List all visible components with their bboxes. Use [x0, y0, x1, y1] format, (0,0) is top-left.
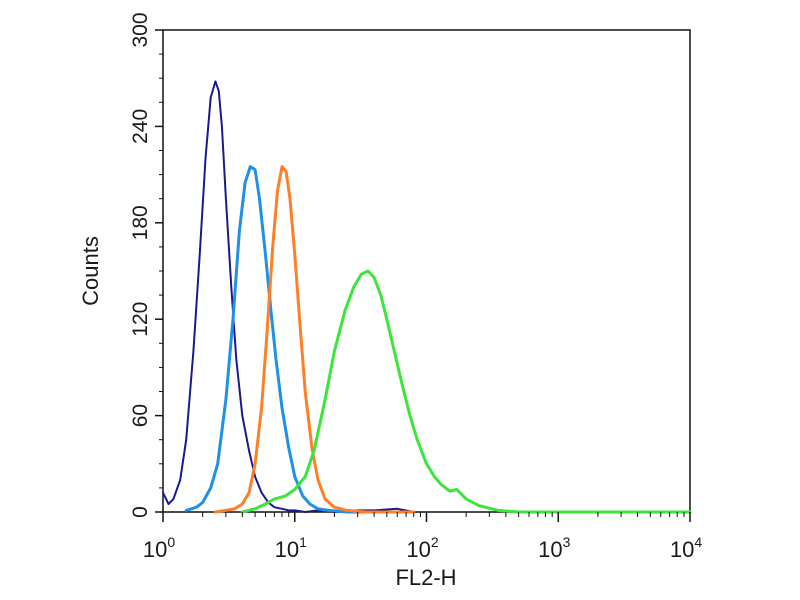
x-tick-label: 102 [406, 534, 438, 562]
histogram-series-1 [162, 80, 415, 513]
x-tick-label: 104 [670, 534, 702, 562]
x-tick-label: 101 [275, 534, 307, 562]
histogram-series-3 [213, 165, 416, 514]
x-tick-label: 100 [143, 534, 175, 562]
x-axis: 100 101 102 103 104 [143, 512, 702, 562]
y-tick-label: 300 [129, 12, 152, 47]
y-tick-label: 240 [129, 109, 152, 144]
series-layer [162, 80, 692, 514]
histogram-series-2 [184, 165, 376, 514]
y-tick-label: 0 [129, 506, 152, 518]
histogram-series-4 [240, 269, 692, 514]
y-tick-label: 60 [129, 404, 152, 427]
y-axis: 0 60 120 180 240 300 [129, 12, 163, 518]
y-tick-label: 120 [129, 302, 152, 337]
y-axis-title: Counts [78, 236, 103, 306]
x-axis-title: FL2-H [395, 565, 456, 590]
x-tick-label: 103 [538, 534, 570, 562]
plot-frame [162, 29, 691, 513]
y-tick-label: 180 [129, 205, 152, 240]
